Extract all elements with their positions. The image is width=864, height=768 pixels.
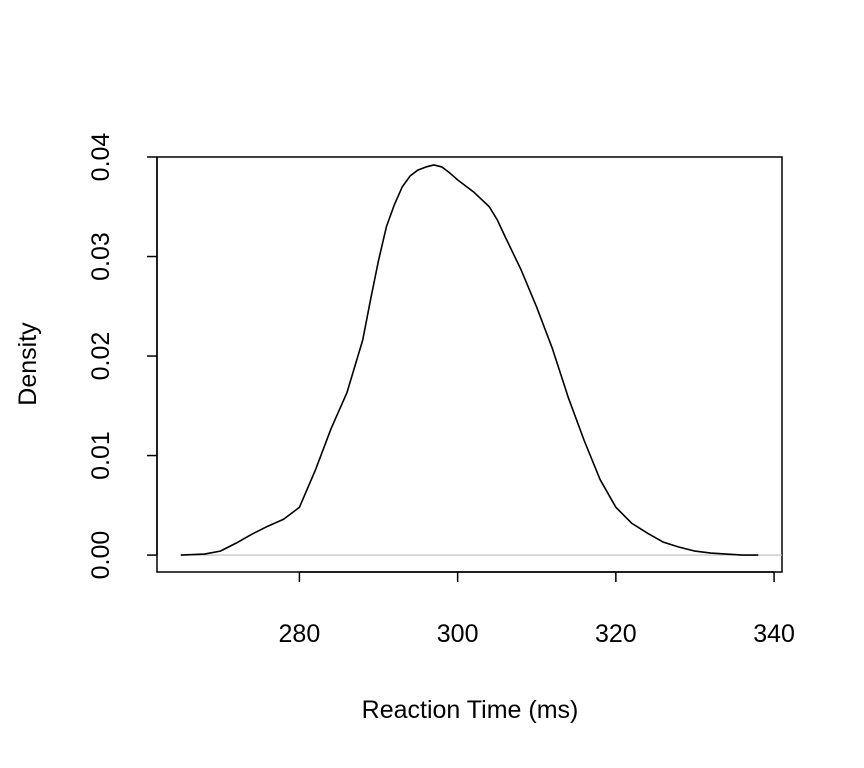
density-curve (180, 164, 759, 556)
y-tick-label: 0.02 (87, 332, 115, 381)
y-tick-label: 0.01 (87, 431, 115, 480)
plot-frame (156, 156, 783, 573)
x-tick-label: 320 (595, 620, 637, 648)
y-tick-label: 0.04 (87, 133, 115, 182)
x-tick-label: 280 (279, 620, 321, 648)
x-tick-label: 340 (753, 620, 795, 648)
y-tick-label: 0.00 (87, 531, 115, 580)
y-axis-label: Density (14, 322, 42, 406)
y-axis: 0.00 0.01 0.02 0.03 0.04 (87, 133, 158, 580)
x-axis-label: Reaction Time (ms) (362, 696, 579, 724)
y-tick-label: 0.03 (87, 232, 115, 281)
x-tick-label: 300 (437, 620, 479, 648)
x-axis: 280 300 320 340 (279, 571, 795, 648)
